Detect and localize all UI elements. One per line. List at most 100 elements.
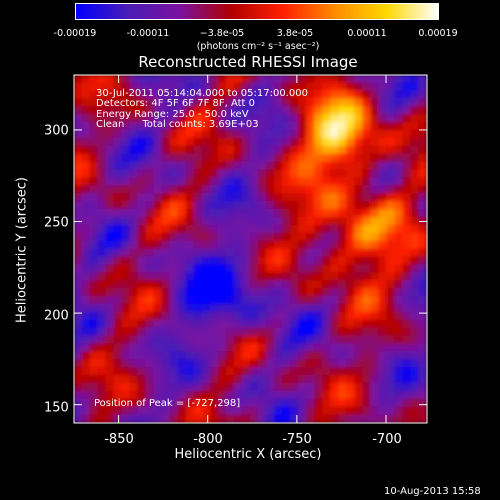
heatmap-cell [378, 161, 388, 171]
heatmap-cell [105, 382, 115, 392]
heatmap-cell [370, 335, 380, 345]
heatmap-cell [169, 106, 179, 116]
y-tick-label: 200 [44, 308, 69, 324]
heatmap-cell [201, 193, 211, 203]
heatmap-cell [121, 90, 131, 100]
heatmap-cell [193, 280, 203, 290]
heatmap-cell [177, 406, 187, 416]
heatmap-cell [306, 129, 316, 139]
heatmap-cell [81, 121, 91, 131]
heatmap-cell [145, 280, 155, 290]
heatmap-cell [121, 390, 131, 400]
heatmap-cell [89, 311, 99, 321]
heatmap-cell [258, 335, 268, 345]
heatmap-cell [129, 169, 139, 179]
heatmap-cell [74, 232, 83, 242]
heatmap-cell [362, 161, 372, 171]
heatmap-cell [418, 201, 427, 210]
heatmap-cell [274, 382, 284, 392]
heatmap-cell [217, 137, 227, 147]
heatmap-cell [274, 232, 284, 242]
heatmap-cell [201, 208, 211, 218]
heatmap-cell [241, 311, 251, 321]
colorbar [75, 3, 439, 20]
heatmap-cell [266, 375, 276, 384]
heatmap-cell [274, 240, 284, 250]
heatmap-cell [290, 90, 300, 100]
heatmap-cell [298, 169, 308, 179]
heatmap-cell [402, 327, 412, 337]
heatmap-cell [282, 390, 292, 400]
heatmap-cell [402, 256, 412, 266]
heatmap-cell [225, 280, 235, 290]
heatmap-cell [402, 303, 412, 313]
heatmap-cell [394, 145, 404, 155]
heatmap-cell [241, 145, 251, 155]
heatmap-cell [209, 398, 219, 408]
heatmap-cell [338, 335, 348, 345]
heatmap-cell [89, 177, 99, 187]
heatmap-cell [298, 240, 308, 250]
heatmap-cell [362, 256, 372, 266]
heatmap-cell [81, 343, 91, 353]
heatmap-cell [362, 208, 372, 218]
heatmap-cell [346, 280, 356, 290]
heatmap-cell [282, 75, 292, 84]
x-tick-label: -850 [104, 432, 134, 447]
heatmap-cell [330, 264, 340, 274]
heatmap-cell [298, 319, 308, 329]
heatmap-cell [169, 153, 179, 163]
heatmap-cell [201, 106, 211, 116]
heatmap-cell [354, 311, 364, 321]
heatmap-cell [169, 295, 179, 305]
heatmap-cell [121, 311, 131, 321]
heatmap-cell [314, 367, 324, 377]
heatmap-cell [394, 272, 404, 282]
heatmap-cell [362, 288, 372, 297]
heatmap-cell [370, 288, 380, 297]
heatmap-cell [322, 137, 332, 147]
heatmap-cell [161, 311, 171, 321]
heatmap-cell [298, 161, 308, 171]
heatmap-cell [402, 90, 412, 100]
heatmap-cell [410, 114, 420, 123]
heatmap-cell [258, 272, 268, 282]
heatmap-cell [121, 106, 131, 116]
heatmap-cell [354, 335, 364, 345]
heatmap-cell [282, 311, 292, 321]
heatmap-cell [193, 414, 203, 423]
heatmap-cell [233, 177, 243, 187]
heatmap-cell [233, 248, 243, 258]
heatmap-cell [338, 137, 348, 147]
heatmap-cell [410, 351, 420, 361]
heatmap-cell [209, 375, 219, 384]
heatmap-cell [81, 161, 91, 171]
colorbar-units: (photons cm⁻² s⁻¹ asec⁻²) [196, 41, 320, 52]
heatmap-cell [177, 224, 187, 234]
heatmap-cell [97, 161, 107, 171]
heatmap-cell [402, 390, 412, 400]
heatmap-cell [81, 216, 91, 226]
heatmap-cell [185, 295, 195, 305]
heatmap-cell [169, 145, 179, 155]
heatmap-cell [298, 343, 308, 353]
heatmap-cell [330, 398, 340, 408]
heatmap-cell [201, 351, 211, 361]
heatmap-cell [402, 272, 412, 282]
heatmap-cell [177, 303, 187, 313]
heatmap-cell [258, 185, 268, 195]
heatmap-cell [362, 382, 372, 392]
heatmap-cell [97, 382, 107, 392]
heatmap-cell [209, 319, 219, 329]
heatmap-cell [209, 232, 219, 242]
heatmap-cell [89, 248, 99, 258]
heatmap-cell [89, 375, 99, 384]
heatmap-cell [74, 414, 83, 423]
heatmap-cell [145, 216, 155, 226]
heatmap-cell [97, 201, 107, 210]
heatmap-cell [266, 216, 276, 226]
heatmap-cell [241, 240, 251, 250]
heatmap-cell [274, 327, 284, 337]
heatmap-cell [250, 303, 260, 313]
heatmap-cell [338, 351, 348, 361]
